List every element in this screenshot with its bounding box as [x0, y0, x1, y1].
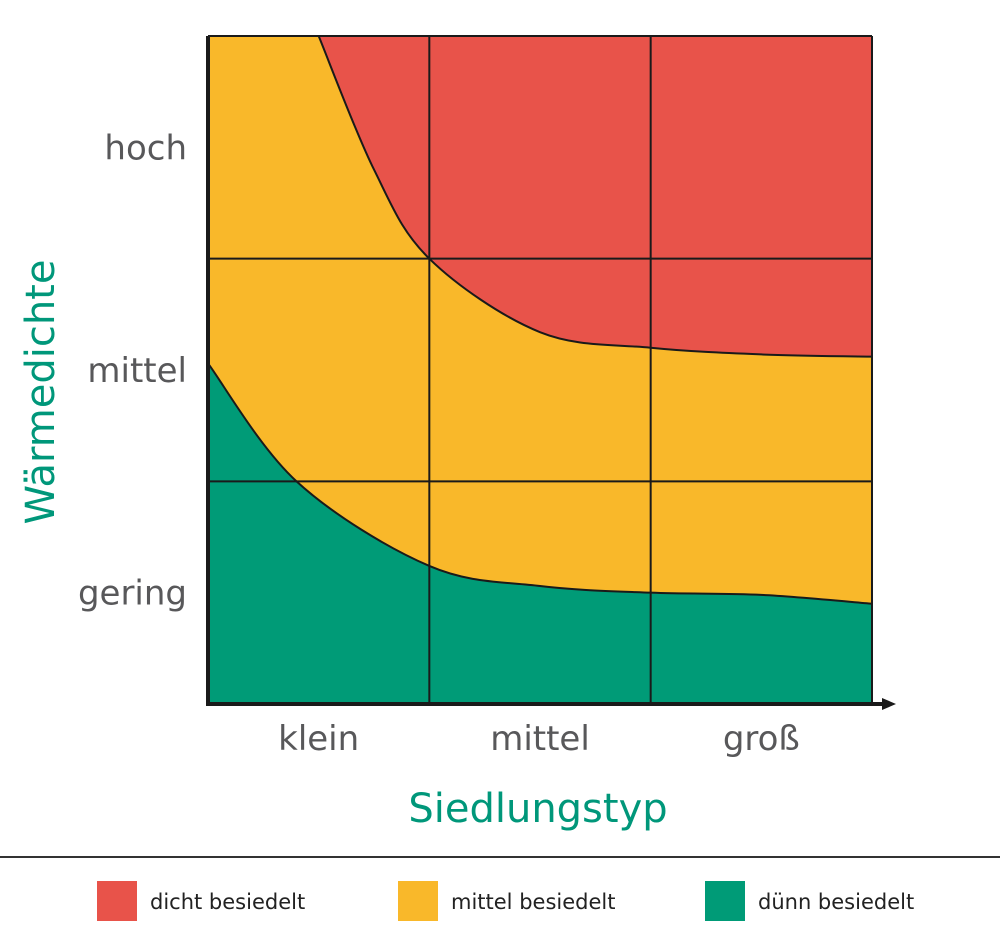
legend-swatch — [398, 881, 438, 921]
area-dicht-besiedelt — [318, 36, 873, 357]
legend-label: dünn besiedelt — [758, 890, 914, 914]
gridlines — [208, 35, 873, 704]
y-tick-label: mittel — [87, 351, 187, 391]
x-axis-arrowhead — [882, 698, 896, 710]
y-tick-label: hoch — [104, 128, 187, 168]
legend-label: dicht besiedelt — [150, 890, 305, 914]
y-tick-labels: gering mittel hoch — [78, 128, 187, 613]
x-tick-label: groß — [723, 719, 800, 759]
axes — [206, 36, 896, 710]
y-tick-label: gering — [78, 574, 187, 614]
plot-area — [207, 35, 873, 704]
legend-swatch — [97, 881, 137, 921]
x-tick-label: mittel — [490, 719, 590, 759]
boundary-dicht-mittel — [317, 35, 873, 358]
x-tick-labels: klein mittel groß — [278, 719, 800, 759]
legend-label: mittel besiedelt — [451, 890, 615, 914]
y-axis-title: Wärmedichte — [18, 260, 64, 525]
legend-swatch — [705, 881, 745, 921]
legend: dicht besiedelt mittel besiedelt dünn besi… — [97, 881, 914, 921]
x-axis-title: Siedlungstyp — [408, 786, 667, 832]
boundary-mittel-duenn — [207, 362, 873, 605]
x-tick-label: klein — [278, 719, 359, 759]
